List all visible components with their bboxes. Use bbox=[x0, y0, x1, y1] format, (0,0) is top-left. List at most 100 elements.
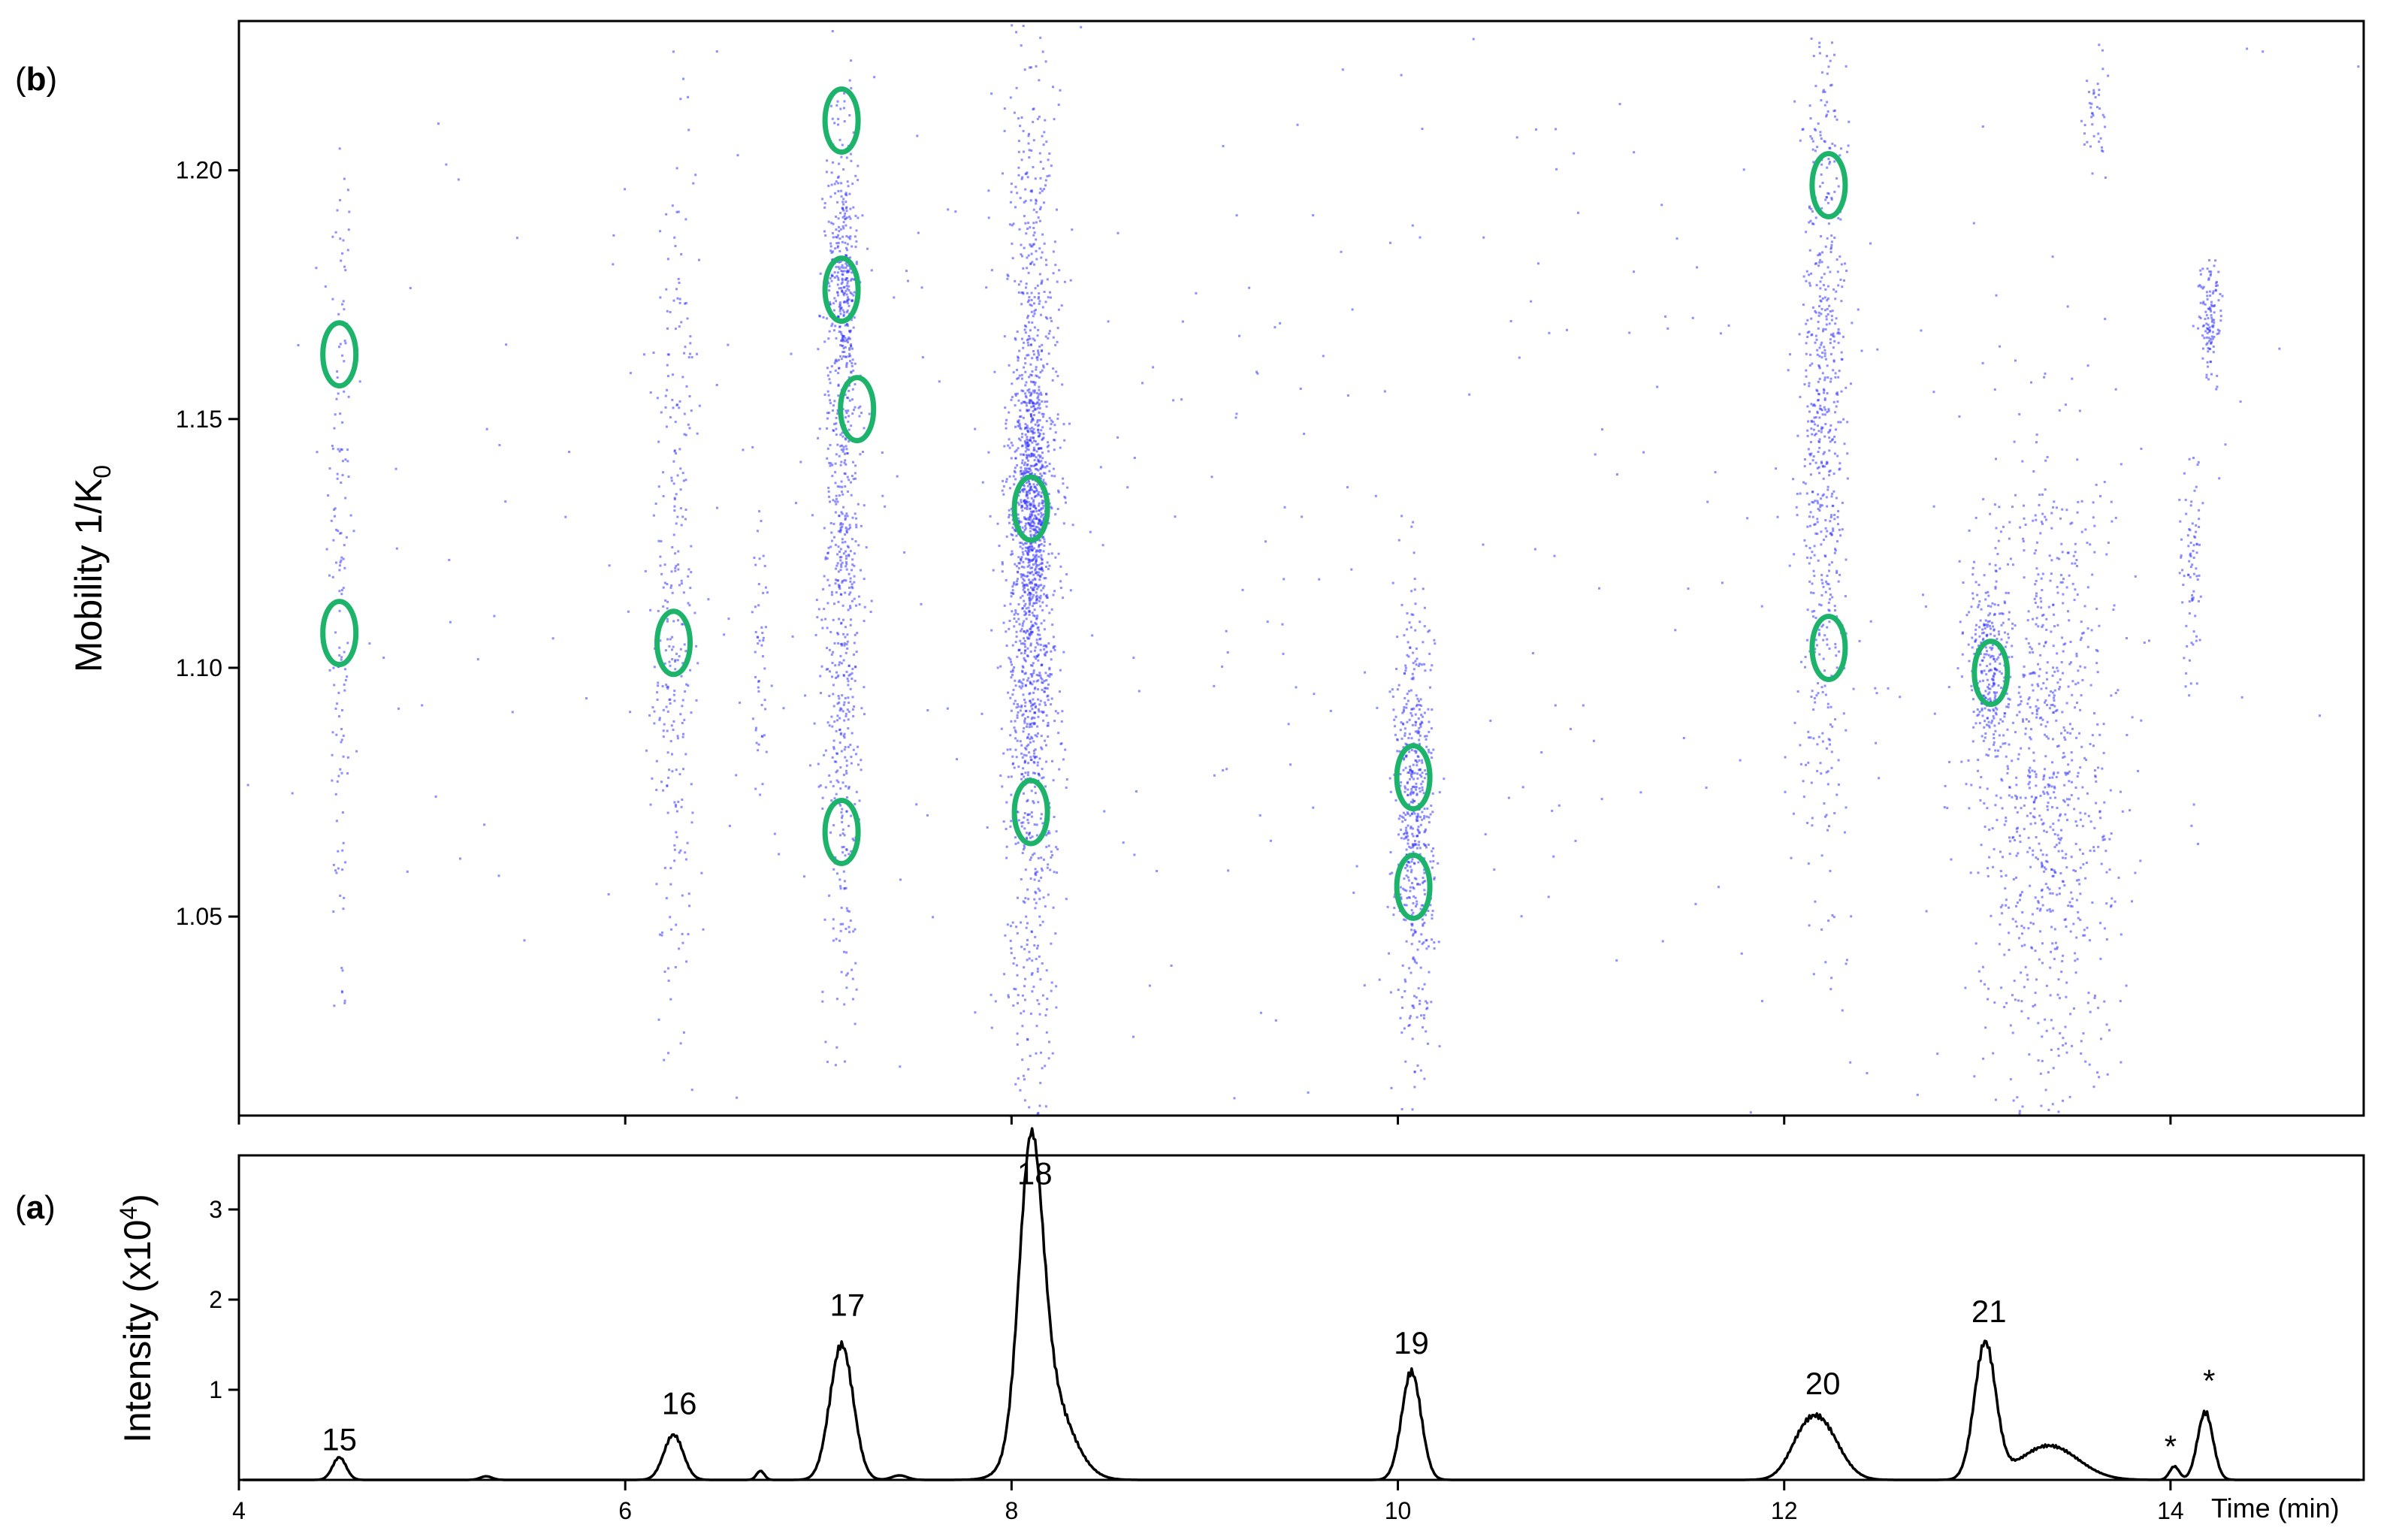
scatter-point bbox=[844, 393, 847, 396]
scatter-point bbox=[1030, 149, 1033, 152]
scatter-point bbox=[2091, 901, 2094, 904]
scatter-point bbox=[1038, 578, 1041, 581]
scatter-point bbox=[865, 546, 868, 549]
scatter-point bbox=[1418, 841, 1421, 844]
scatter-point bbox=[1839, 534, 1842, 537]
scatter-point bbox=[1980, 707, 1984, 710]
scatter-point bbox=[1818, 261, 1821, 264]
scatter-point bbox=[1023, 542, 1026, 545]
scatter-point bbox=[832, 302, 835, 305]
scatter-point bbox=[838, 138, 841, 141]
scatter-point bbox=[1055, 846, 1058, 849]
scatter-point bbox=[1825, 580, 1828, 583]
scatter-point bbox=[1021, 682, 1024, 685]
scatter-point bbox=[754, 787, 757, 790]
scatter-point bbox=[1020, 921, 1023, 924]
scatter-point bbox=[1017, 513, 1020, 516]
scatter-point bbox=[2005, 820, 2008, 823]
scatter-point bbox=[1834, 549, 1837, 552]
scatter-point bbox=[838, 485, 841, 488]
scatter-point bbox=[1038, 527, 1041, 530]
scatter-point bbox=[2007, 705, 2010, 708]
scatter-point bbox=[2082, 1032, 2085, 1035]
scatter-point bbox=[649, 391, 652, 394]
scatter-point bbox=[2041, 895, 2044, 898]
scatter-point bbox=[1022, 416, 1025, 419]
scatter-point bbox=[338, 346, 340, 349]
scatter-point bbox=[1019, 427, 1022, 430]
scatter-point bbox=[1823, 352, 1826, 355]
scatter-point bbox=[1023, 485, 1026, 488]
scatter-point bbox=[836, 769, 839, 772]
scatter-point bbox=[1839, 421, 1842, 424]
scatter-point bbox=[837, 315, 839, 318]
scatter-point bbox=[1817, 264, 1820, 267]
scatter-point bbox=[1424, 880, 1427, 883]
scatter-point bbox=[1038, 1013, 1041, 1016]
scatter-point bbox=[1820, 928, 1823, 931]
scatter-point bbox=[1993, 724, 1996, 727]
scatter-point bbox=[1024, 362, 1027, 365]
scatter-point bbox=[1812, 737, 1815, 740]
scatter-point bbox=[338, 654, 341, 657]
scatter-point bbox=[823, 340, 826, 343]
scatter-point bbox=[1391, 695, 1394, 698]
scatter-point bbox=[835, 497, 838, 500]
scatter-point bbox=[1032, 755, 1035, 758]
scatter-point bbox=[1837, 510, 1840, 512]
scatter-point bbox=[1417, 732, 1420, 735]
scatter-point bbox=[1828, 825, 1830, 828]
scatter-point bbox=[1406, 832, 1409, 835]
scatter-point bbox=[1818, 295, 1821, 298]
scatter-point bbox=[849, 550, 852, 553]
scatter-point bbox=[1411, 832, 1414, 835]
scatter-point bbox=[1015, 583, 1017, 586]
scatter-point bbox=[1029, 681, 1032, 684]
scatter-point bbox=[851, 977, 854, 980]
scatter-point bbox=[831, 322, 834, 325]
scatter-point bbox=[700, 871, 703, 874]
scatter-point bbox=[343, 566, 346, 569]
scatter-point bbox=[1051, 854, 1054, 856]
scatter-point bbox=[1027, 222, 1030, 225]
scatter-point bbox=[1809, 353, 1812, 356]
scatter-point bbox=[1043, 619, 1046, 622]
scatter-point bbox=[2061, 880, 2064, 883]
scatter-point bbox=[1825, 814, 1828, 817]
scatter-point bbox=[1031, 426, 1034, 429]
scatter-point bbox=[1035, 374, 1038, 377]
scatter-point bbox=[840, 287, 843, 289]
scatter-point bbox=[1024, 469, 1027, 472]
scatter-point bbox=[1024, 868, 1027, 871]
scatter-point bbox=[1037, 297, 1040, 300]
scatter-point bbox=[1058, 269, 1061, 272]
scatter-point bbox=[1061, 383, 1064, 386]
scatter-point bbox=[840, 358, 843, 361]
scatter-point bbox=[1055, 370, 1058, 373]
scatter-point bbox=[1429, 860, 1432, 863]
scatter-point bbox=[844, 515, 847, 518]
scatter-point bbox=[1008, 446, 1011, 449]
scatter-point bbox=[335, 561, 337, 564]
scatter-point bbox=[855, 604, 857, 607]
scatter-point bbox=[1824, 328, 1827, 331]
scatter-point bbox=[841, 512, 844, 515]
scatter-point bbox=[836, 283, 839, 286]
scatter-point bbox=[1807, 730, 1810, 733]
scatter-point bbox=[666, 811, 669, 814]
scatter-point bbox=[1030, 252, 1033, 255]
scatter-point bbox=[1414, 602, 1417, 605]
scatter-point bbox=[1042, 415, 1044, 418]
scatter-point bbox=[1984, 736, 1987, 739]
scatter-point bbox=[1818, 252, 1821, 255]
scatter-point bbox=[1023, 341, 1026, 344]
scatter-point bbox=[1013, 613, 1016, 616]
scatter-point bbox=[1422, 941, 1425, 944]
scatter-point bbox=[689, 669, 692, 672]
scatter-point bbox=[1018, 424, 1021, 427]
scatter-point bbox=[1993, 709, 1996, 712]
scatter-point bbox=[1405, 826, 1408, 829]
scatter-point bbox=[1808, 249, 1811, 252]
scatter-point bbox=[2066, 731, 2069, 734]
scatter-point bbox=[674, 421, 677, 424]
